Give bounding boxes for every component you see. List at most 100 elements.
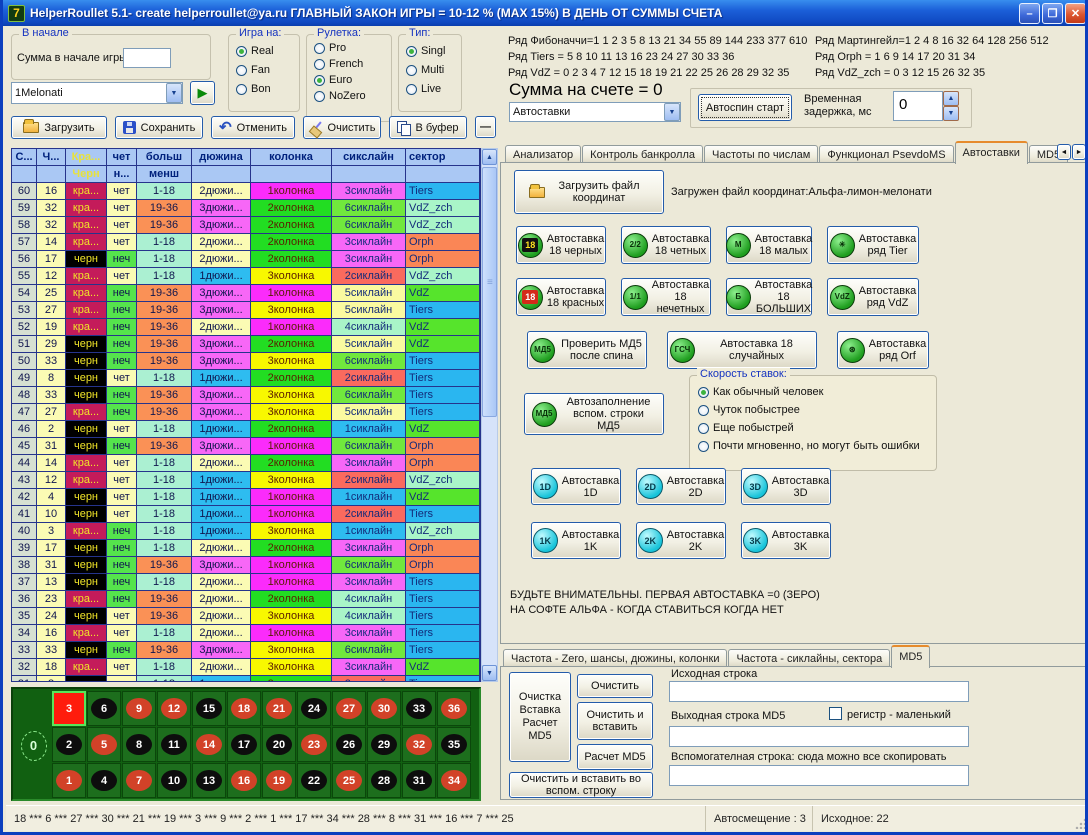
table-row[interactable]: 51 29 черн неч 19-36 3дюжи... 2колонка 5сиклайн… — [12, 336, 480, 353]
board-cell-6[interactable]: 6 — [87, 691, 121, 726]
autobet-button[interactable]: М Автоставка 18 малых — [725, 226, 812, 264]
table-row[interactable]: 53 27 кра... неч 19-36 3дюжи... 3колонка 5сикла… — [12, 302, 480, 319]
source-string-input[interactable] — [669, 681, 969, 702]
radio-option-Live[interactable]: Live — [406, 83, 445, 95]
md5-clear-paste-aux-button[interactable]: Очистить и вставить во вспом. строку — [509, 772, 653, 798]
tab-scroll-left-icon[interactable]: ◄ — [1057, 144, 1071, 160]
chevron-down-icon[interactable]: ▼ — [664, 103, 680, 121]
autobet-button[interactable]: 18 Автоставка 18 черных — [516, 226, 606, 264]
board-cell-31[interactable]: 31 — [402, 763, 436, 798]
board-cell-11[interactable]: 11 — [157, 727, 191, 762]
radio-option-Еще побыстрей[interactable]: Еще побыстрей — [698, 422, 920, 434]
table-scrollbar[interactable]: ▲ ▼ — [481, 148, 498, 682]
board-cell-24[interactable]: 24 — [297, 691, 331, 726]
autospin-start-button[interactable]: Автоспин старт — [698, 94, 792, 121]
table-row[interactable]: 318чернчет1-181дюжи...2колонка2сиклайнTi… — [12, 676, 480, 681]
spinner-up-icon[interactable]: ▲ — [943, 91, 959, 106]
table-row[interactable]: 43 12 кра... чет 1-18 1дюжи... 3колонка 2сиклай… — [12, 472, 480, 489]
autobet-button[interactable]: 3K Автоставка 3K — [741, 522, 831, 559]
radio-option-NoZero[interactable]: NoZero — [314, 90, 366, 102]
board-cell-5[interactable]: 5 — [87, 727, 121, 762]
autobet-button[interactable]: МД5 Проверить МД5 после спина — [527, 331, 647, 369]
autobet-button[interactable]: 18 Автоставка 18 красных — [516, 278, 606, 316]
minimize-button[interactable]: – — [1019, 3, 1040, 24]
autobet-button[interactable]: 1K Автоставка 1K — [531, 522, 621, 559]
delay-input[interactable]: 0 — [893, 91, 943, 121]
table-row[interactable]: 37 13 черн неч 1-18 2дюжи... 1колонка 3сиклайн T… — [12, 574, 480, 591]
board-cell-12[interactable]: 12 — [157, 691, 191, 726]
tab-md5[interactable]: MD5 — [891, 645, 931, 668]
autobet-button[interactable]: 2D Автоставка 2D — [636, 468, 726, 505]
radio-option-Bon[interactable]: Bon — [236, 83, 274, 95]
board-cell-3[interactable]: 3 — [52, 691, 86, 726]
radio-option-Почти мгновенно, но могут быть ошибки[interactable]: Почти мгновенно, но могут быть ошибки — [698, 440, 920, 452]
board-cell-1[interactable]: 1 — [52, 763, 86, 798]
autobet-button[interactable]: ⊛ Автоставка ряд Orf — [837, 331, 929, 369]
tab-анализатор[interactable]: Анализатор — [505, 145, 582, 164]
autobet-button[interactable]: Б Автоставка 18 БОЛЬШИХ — [725, 278, 812, 316]
board-cell-20[interactable]: 20 — [262, 727, 296, 762]
undo-button[interactable]: ↶ Отменить — [211, 116, 295, 139]
board-cell-27[interactable]: 27 — [332, 691, 366, 726]
table-row[interactable]: 40 3 кра... неч 1-18 1дюжи... 3колонка 1сиклайн… — [12, 523, 480, 540]
board-cell-19[interactable]: 19 — [262, 763, 296, 798]
autobet-button[interactable]: 2/2 Автоставка 18 четных — [621, 226, 711, 264]
chevron-down-icon[interactable]: ▼ — [166, 83, 182, 103]
title-bar[interactable]: 7 HelperRoullet 5.1- create helperroulle… — [3, 0, 1085, 26]
table-row[interactable]: 57 14 кра... чет 1-18 2дюжи... 2колонка 3сиклай… — [12, 234, 480, 251]
board-cell-2[interactable]: 2 — [52, 727, 86, 762]
board-cell-8[interactable]: 8 — [122, 727, 156, 762]
load-button[interactable]: Загрузить — [11, 116, 107, 139]
tab-scroll-right-icon[interactable]: ► — [1072, 144, 1085, 160]
table-row[interactable]: 36 23 кра... неч 19-36 2дюжи... 2колонка 4сикла… — [12, 591, 480, 608]
scrollbar-thumb[interactable] — [482, 167, 497, 417]
table-row[interactable]: 59 32 кра... чет 19-36 3дюжи... 2колонка 6сикла… — [12, 200, 480, 217]
board-cell-25[interactable]: 25 — [332, 763, 366, 798]
board-cell-4[interactable]: 4 — [87, 763, 121, 798]
table-row[interactable]: 39 17 черн неч 1-18 2дюжи... 2колонка 3сиклайн O… — [12, 540, 480, 557]
radio-option-Singl[interactable]: Singl — [406, 45, 445, 57]
table-row[interactable]: 33 33 черн неч 19-36 3дюжи... 3колонка 6сиклайн… — [12, 642, 480, 659]
board-cell-33[interactable]: 33 — [402, 691, 436, 726]
radio-option-Real[interactable]: Real — [236, 45, 274, 57]
md5-clear-paste-calc-button[interactable]: Очистка Вставка Расчет MD5 — [509, 672, 571, 762]
md5-calc-button[interactable]: Расчет MD5 — [577, 744, 653, 770]
table-row[interactable]: 54 25 кра... неч 19-36 3дюжи... 1колонка 5сикла… — [12, 285, 480, 302]
board-cell-21[interactable]: 21 — [262, 691, 296, 726]
play-button[interactable]: ▶ — [190, 81, 215, 105]
table-row[interactable]: 56 17 черн неч 1-18 2дюжи... 2колонка 3сиклайн O… — [12, 251, 480, 268]
autobet-button[interactable]: 3D Автоставка 3D — [741, 468, 831, 505]
maximize-button[interactable]: ❐ — [1042, 3, 1063, 24]
board-cell-9[interactable]: 9 — [122, 691, 156, 726]
table-row[interactable]: 35 24 черн чет 19-36 2дюжи... 3колонка 4сиклайн… — [12, 608, 480, 625]
board-cell-28[interactable]: 28 — [367, 763, 401, 798]
autobets-combobox[interactable]: Автоставки ▼ — [509, 102, 681, 122]
table-row[interactable]: 60 16 кра... чет 1-18 2дюжи... 1колонка 3сиклай… — [12, 183, 480, 200]
radio-option-Multi[interactable]: Multi — [406, 64, 445, 76]
spinner-down-icon[interactable]: ▼ — [943, 106, 959, 121]
clear-button[interactable]: Очистить — [303, 116, 381, 139]
table-row[interactable]: 49 8 черн чет 1-18 1дюжи... 2колонка 2сиклайн Ti… — [12, 370, 480, 387]
autobet-button[interactable]: ГСЧ Автоставка 18 случайных — [667, 331, 817, 369]
md5-clear-paste-button[interactable]: Очистить и вставить — [577, 702, 653, 740]
table-row[interactable]: 44 14 кра... чет 1-18 2дюжи... 2колонка 3сиклай… — [12, 455, 480, 472]
resize-grip[interactable] — [1074, 817, 1085, 829]
board-cell-7[interactable]: 7 — [122, 763, 156, 798]
board-cell-13[interactable]: 13 — [192, 763, 226, 798]
radio-option-Euro[interactable]: Euro — [314, 74, 366, 86]
close-button[interactable]: ✕ — [1065, 3, 1085, 24]
load-coords-button[interactable]: Загрузить файл координат — [514, 170, 664, 214]
autobet-button[interactable]: 1D Автоставка 1D — [531, 468, 621, 505]
board-cell-34[interactable]: 34 — [437, 763, 471, 798]
autobet-button[interactable]: ✳ Автоставка ряд Tier — [827, 226, 919, 264]
start-sum-input[interactable] — [123, 48, 171, 68]
table-row[interactable]: 34 16 кра... чет 1-18 2дюжи... 1колонка 3сиклай… — [12, 625, 480, 642]
md5-clear-button[interactable]: Очистить — [577, 674, 653, 698]
radio-option-Fan[interactable]: Fan — [236, 64, 274, 76]
table-row[interactable]: 42 4 черн чет 1-18 1дюжи... 1колонка 1сиклайн Vd… — [12, 489, 480, 506]
table-row[interactable]: 32 18 кра... чет 1-18 2дюжи... 3колонка 3сиклай… — [12, 659, 480, 676]
radio-option-Как обычный человек[interactable]: Как обычный человек — [698, 386, 920, 398]
board-cell-30[interactable]: 30 — [367, 691, 401, 726]
radio-option-Чуток побыстрее[interactable]: Чуток побыстрее — [698, 404, 920, 416]
md5-output-input[interactable] — [669, 726, 969, 747]
